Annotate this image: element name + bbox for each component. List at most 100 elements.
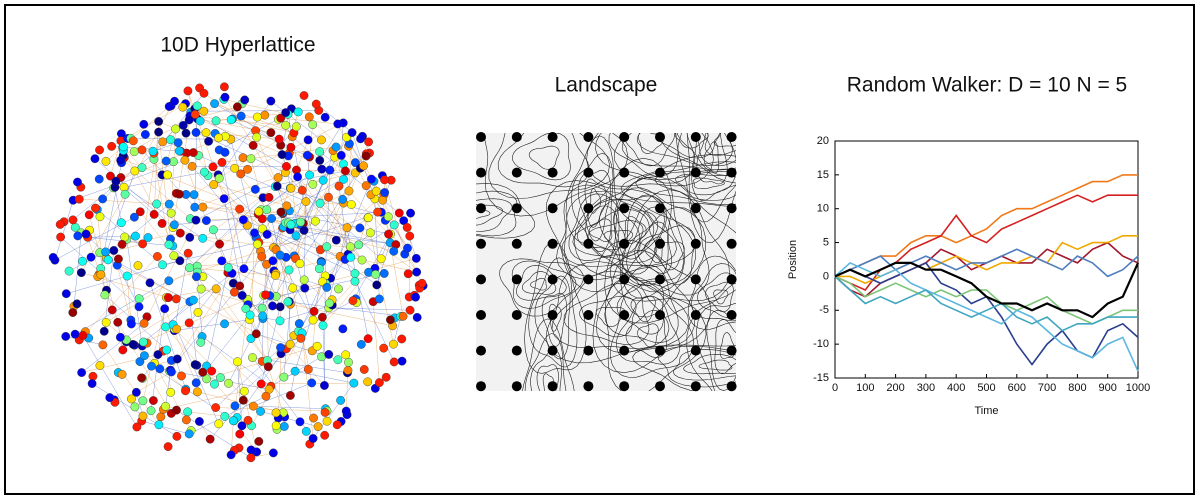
node	[155, 364, 165, 374]
contour	[621, 194, 696, 299]
node	[233, 357, 242, 367]
contour	[675, 133, 736, 243]
edge	[348, 190, 389, 235]
edge	[274, 212, 382, 249]
node	[137, 145, 147, 155]
node	[288, 283, 298, 293]
node	[127, 394, 136, 404]
node	[148, 396, 158, 405]
edge	[159, 368, 270, 390]
contour	[563, 283, 650, 345]
node	[210, 379, 219, 389]
x-tick-label: 200	[886, 382, 904, 394]
node	[279, 372, 289, 382]
node	[296, 217, 306, 227]
node	[243, 164, 252, 174]
edge	[143, 299, 248, 343]
edge	[164, 308, 197, 383]
lattice-point	[583, 167, 594, 178]
node	[81, 229, 91, 239]
lattice-point	[619, 167, 630, 178]
node	[314, 264, 324, 274]
node	[361, 181, 371, 191]
node	[338, 195, 348, 204]
edge	[104, 294, 167, 351]
node	[394, 208, 404, 218]
node	[162, 345, 172, 355]
node	[318, 175, 328, 185]
node	[145, 278, 155, 288]
node	[129, 212, 139, 222]
node	[299, 226, 309, 235]
node	[245, 310, 255, 320]
contour	[691, 133, 736, 202]
edge	[243, 220, 281, 307]
node	[211, 116, 221, 126]
node	[235, 429, 245, 439]
node	[201, 128, 211, 137]
x-tick-label: 800	[1068, 382, 1086, 394]
node	[315, 156, 325, 165]
edge	[140, 211, 202, 290]
node	[285, 339, 295, 349]
walk-line	[834, 261, 1139, 366]
node	[169, 220, 179, 230]
x-tick-label: 100	[856, 382, 874, 394]
lattice-point	[476, 345, 486, 356]
node	[405, 305, 415, 315]
node	[132, 422, 142, 432]
edge	[270, 100, 322, 141]
contour	[626, 206, 684, 282]
node	[320, 408, 330, 417]
node	[99, 326, 109, 336]
lattice-point	[726, 274, 737, 285]
node	[346, 200, 356, 209]
contour	[634, 221, 673, 274]
node	[363, 213, 373, 223]
contour	[686, 133, 736, 223]
contour	[704, 133, 736, 156]
x-tick-label: 700	[1038, 382, 1056, 394]
node	[153, 252, 162, 261]
edge	[322, 272, 369, 326]
node	[286, 220, 296, 230]
node	[113, 317, 123, 327]
node	[163, 442, 173, 452]
node	[128, 340, 138, 349]
node	[237, 421, 247, 431]
lattice-point	[583, 203, 594, 214]
edge	[303, 201, 307, 280]
node	[140, 130, 150, 139]
edge	[290, 224, 396, 245]
node	[229, 287, 239, 297]
node	[55, 220, 65, 229]
node	[294, 319, 304, 328]
contour	[657, 345, 736, 388]
lattice-point	[547, 381, 558, 392]
node	[166, 387, 176, 397]
node	[372, 280, 382, 290]
node	[161, 156, 171, 166]
contour	[522, 271, 557, 295]
node	[406, 208, 415, 218]
node	[211, 284, 221, 294]
contour	[511, 260, 577, 309]
node	[320, 381, 329, 390]
edge	[188, 288, 217, 324]
node	[74, 194, 84, 204]
lattice-point	[690, 345, 701, 356]
node	[261, 290, 271, 300]
node	[338, 324, 348, 334]
node	[217, 157, 227, 167]
node	[204, 136, 213, 146]
lattice-point	[476, 310, 486, 320]
node	[166, 135, 175, 145]
node	[118, 345, 128, 355]
edge	[324, 275, 326, 386]
node	[297, 185, 307, 195]
node	[334, 284, 343, 294]
contour	[542, 373, 555, 391]
node	[184, 429, 194, 439]
node	[148, 146, 158, 156]
node	[256, 407, 265, 416]
